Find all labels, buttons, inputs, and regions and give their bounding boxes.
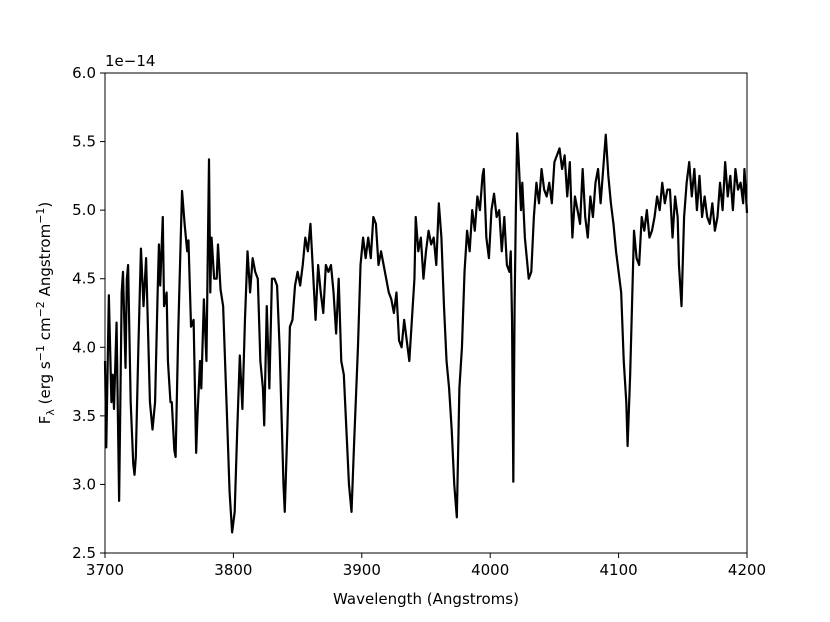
x-axis-label: Wavelength (Angstroms) [333,590,519,608]
y-tick-label: 5.0 [72,201,96,219]
plot-frame [104,72,748,554]
x-tick-label: 4100 [600,561,638,579]
spectrum-line [103,132,749,534]
y-label-part: F [36,416,54,425]
y-label-part: ) [36,202,54,208]
y-axis-label: Fλ (erg s−1 cm−2 Angstrom−1) [34,202,57,425]
y-label-part: −1 [34,208,47,224]
y-label-part: (erg s [36,361,54,409]
y-label-part: −1 [34,345,47,361]
x-tick-label: 4000 [471,561,509,579]
y-tick-label: 4.5 [72,270,96,288]
y-label-part: Angstrom [36,224,54,301]
y-tick-label: 3.5 [72,407,96,425]
y-tick-label: 3.0 [72,475,96,493]
y-tick-label: 6.0 [72,64,96,82]
y-tick-label: 4.0 [72,338,96,356]
y-label-part: −2 [34,301,47,317]
y-tick-label: 5.5 [72,133,96,151]
x-tick-label: 3800 [214,561,252,579]
y-label-part: λ [44,409,57,416]
x-tick-label: 3700 [86,561,124,579]
x-tick-label: 3900 [343,561,381,579]
y-tick-label: 2.5 [72,544,96,562]
x-tick-label: 4200 [728,561,766,579]
y-label-part: cm [36,317,54,345]
offset-label: 1e−14 [105,52,155,70]
